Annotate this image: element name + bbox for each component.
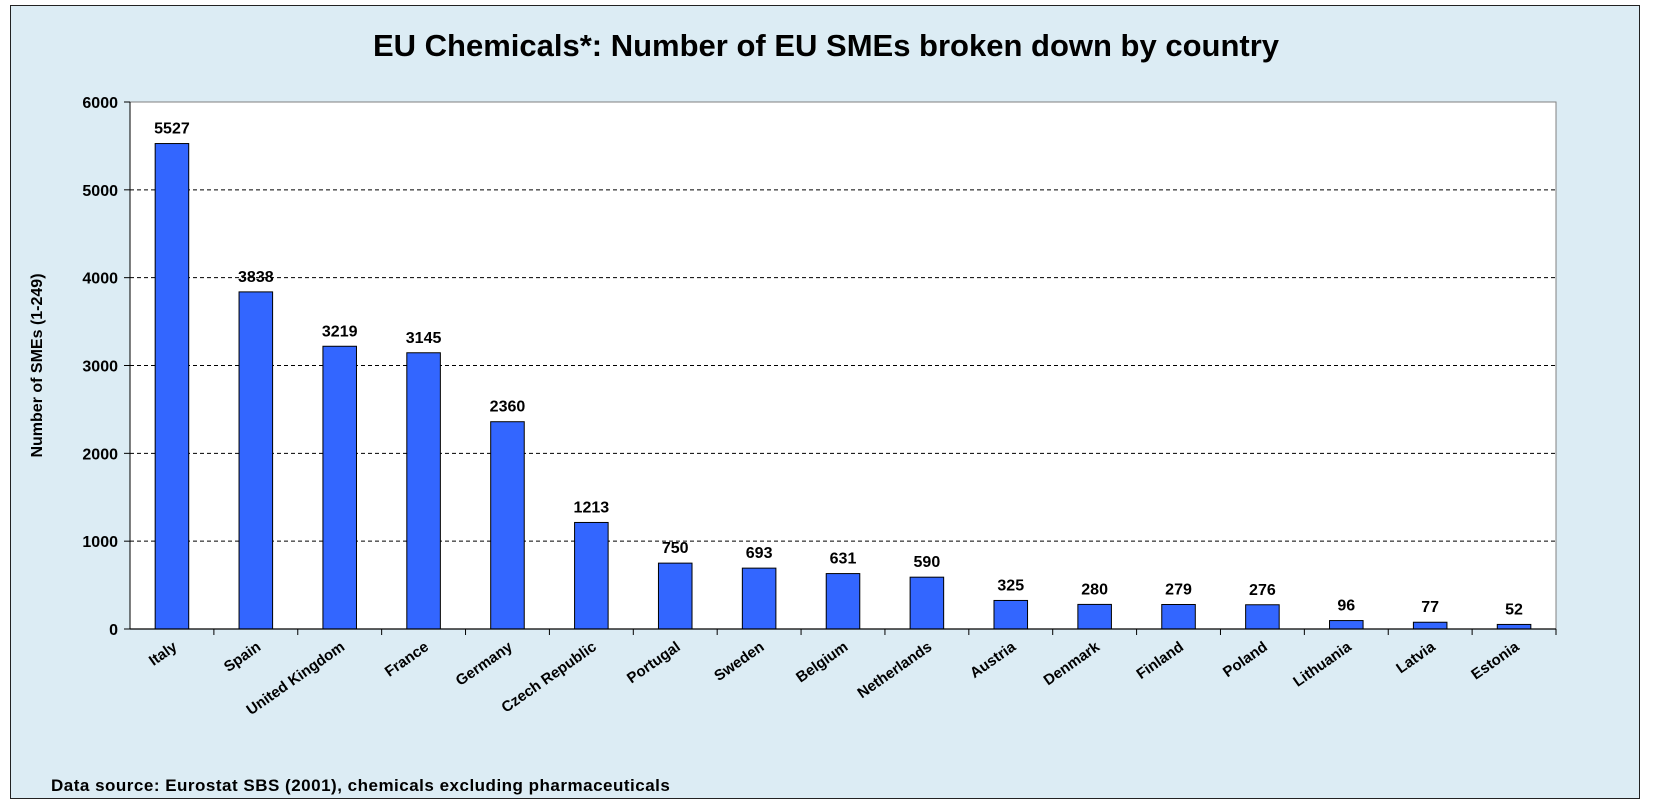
- category-label: Spain: [221, 638, 264, 675]
- bar: [1077, 603, 1112, 630]
- data-label: 750: [662, 540, 689, 557]
- data-label: 3838: [238, 269, 274, 286]
- bar: [1412, 621, 1448, 630]
- category-label: Portugal: [624, 638, 684, 687]
- bar: [490, 421, 525, 630]
- chart-frame: EU Chemicals*: Number of EU SMEs broken …: [10, 5, 1640, 799]
- category-label: Austria: [967, 638, 1020, 682]
- bar: [825, 573, 861, 630]
- category-label: Lithuania: [1290, 638, 1355, 691]
- data-label: 325: [997, 577, 1024, 594]
- bar: [406, 352, 441, 630]
- bar: [741, 567, 777, 630]
- category-label: Belgium: [793, 638, 851, 686]
- plot-area: [129, 101, 1557, 630]
- data-label: 693: [746, 545, 773, 562]
- data-label: 279: [1165, 581, 1192, 598]
- y-tick-label: 1000: [82, 534, 118, 551]
- category-label: Estonia: [1468, 638, 1523, 683]
- y-tick-label: 3000: [82, 359, 118, 376]
- bar: [993, 599, 1029, 630]
- category-label: Sweden: [711, 638, 767, 684]
- category-label: Denmark: [1041, 638, 1104, 689]
- y-tick-label: 0: [109, 622, 118, 639]
- bar: [1329, 620, 1364, 630]
- bar: [657, 562, 693, 630]
- category-label: Finland: [1133, 638, 1186, 683]
- data-label: 590: [914, 554, 941, 571]
- bar: [154, 143, 190, 630]
- data-label: 280: [1081, 581, 1108, 598]
- data-label: 3219: [322, 323, 358, 340]
- bar: [1496, 623, 1532, 630]
- data-label: 52: [1505, 601, 1523, 618]
- category-label: Italy: [146, 638, 181, 670]
- category-label: Germany: [453, 638, 517, 690]
- data-label: 96: [1337, 598, 1355, 615]
- data-label: 631: [830, 551, 857, 568]
- category-label: Poland: [1220, 638, 1271, 681]
- data-label: 276: [1249, 582, 1276, 599]
- bar: [909, 576, 945, 630]
- bar-chart: 0 1000 2000 3000 4000 5000 6000 Number of SMEs …: [29, 95, 1557, 719]
- chart-title: EU Chemicals*: Number of EU SMEs broken …: [372, 28, 1280, 63]
- bar: [574, 521, 609, 630]
- data-label: 5527: [154, 121, 190, 138]
- data-source-note: Data source: Eurostat SBS (2001), chemic…: [51, 776, 671, 795]
- data-label: 3145: [406, 330, 442, 347]
- bar: [1245, 604, 1280, 630]
- data-label: 1213: [574, 499, 610, 516]
- category-label: Netherlands: [854, 638, 935, 702]
- y-tick-label: 2000: [82, 446, 118, 463]
- y-tick-label: 4000: [82, 271, 118, 288]
- bar: [1161, 603, 1196, 630]
- category-label: France: [382, 638, 432, 680]
- y-tick-label: 5000: [82, 183, 118, 200]
- data-label: 2360: [490, 399, 526, 416]
- data-label: 77: [1421, 599, 1439, 616]
- bar: [322, 345, 357, 630]
- y-tick-label: 6000: [82, 95, 118, 112]
- category-label: Latvia: [1393, 638, 1439, 677]
- bar: [238, 291, 274, 630]
- y-axis-title: Number of SMEs (1-249): [29, 273, 46, 457]
